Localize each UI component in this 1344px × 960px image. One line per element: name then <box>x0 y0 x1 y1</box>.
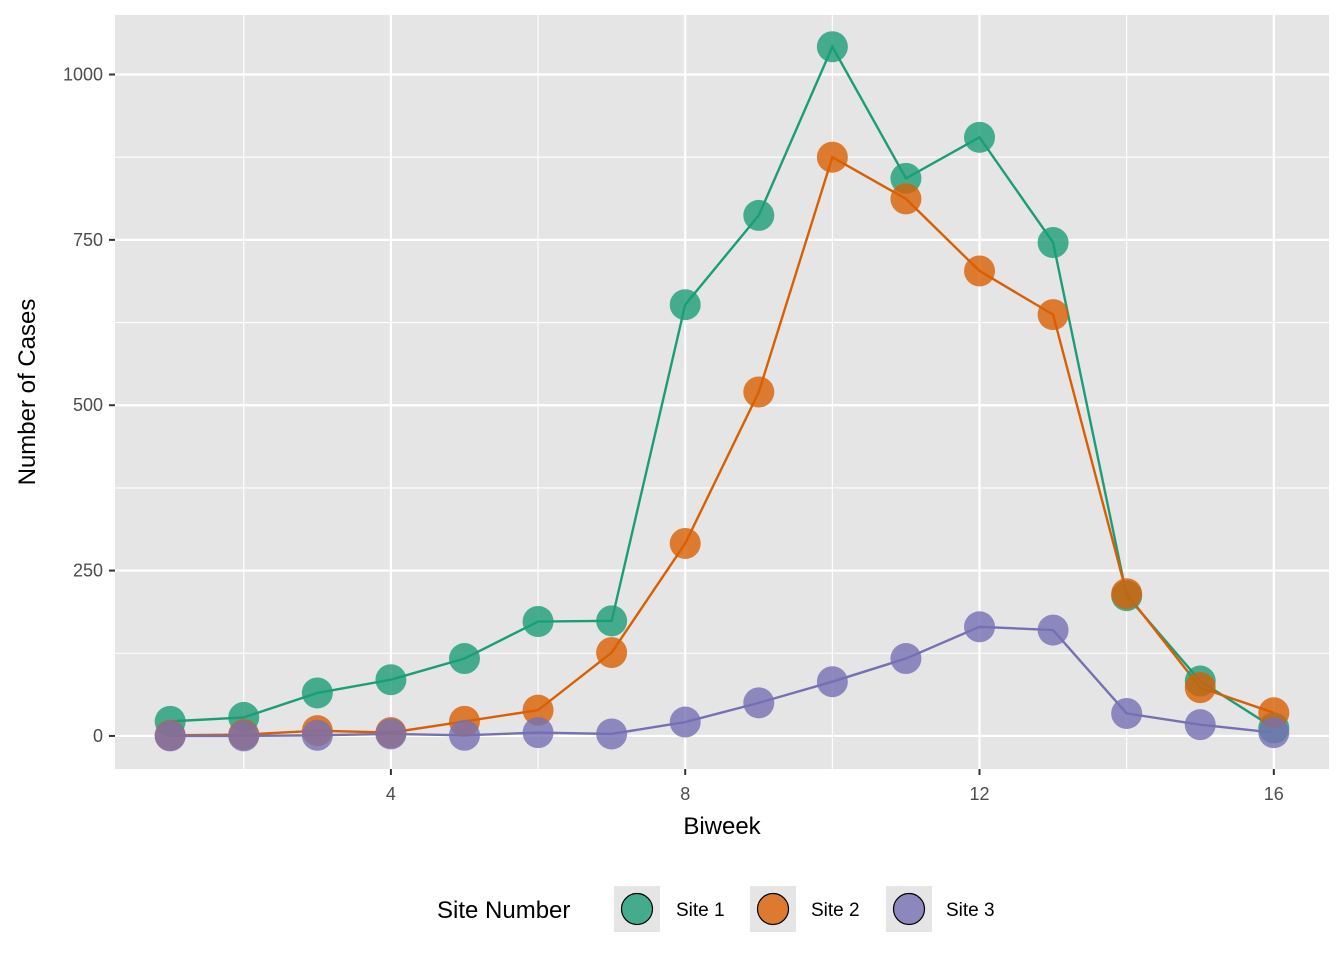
y-tick-label: 250 <box>73 561 103 581</box>
data-point-site-3 <box>522 717 554 749</box>
data-point-site-2 <box>890 183 922 215</box>
legend-key-site-2 <box>756 892 790 926</box>
data-point-site-3 <box>1258 717 1290 749</box>
data-point-site-3 <box>448 719 480 751</box>
data-point-site-2 <box>596 637 628 669</box>
data-point-site-3 <box>816 666 848 698</box>
legend: Site Number Site 1 Site 2 Site 3 <box>437 886 995 932</box>
data-point-site-3 <box>743 687 775 719</box>
legend-item-site-3: Site 3 <box>886 886 995 932</box>
data-point-site-1 <box>669 289 701 321</box>
x-axis: 4 8 12 16 <box>386 769 1284 804</box>
data-point-site-3 <box>1184 709 1216 741</box>
data-point-site-1 <box>301 677 333 709</box>
series-line-site-1 <box>170 44 1275 730</box>
y-tick-label: 1000 <box>63 65 103 85</box>
data-point-site-1 <box>375 664 407 696</box>
legend-title: Site Number <box>437 897 570 924</box>
minor-gridlines <box>115 15 1329 769</box>
legend-key-site-1 <box>620 892 654 926</box>
data-point-site-1 <box>448 643 480 675</box>
data-point-site-1 <box>743 199 775 231</box>
y-tick-label: 500 <box>73 395 103 415</box>
x-tick-label: 16 <box>1264 784 1284 804</box>
data-point-site-3 <box>890 643 922 675</box>
data-point-site-1 <box>816 31 848 63</box>
x-tick-label: 4 <box>386 784 396 804</box>
data-point-site-3 <box>964 611 996 643</box>
legend-item-site-1: Site 1 <box>614 886 725 932</box>
data-point-site-1 <box>964 121 996 153</box>
data-point-site-3 <box>228 720 260 752</box>
data-point-site-2 <box>522 694 554 726</box>
x-tick-label: 12 <box>969 784 989 804</box>
x-tick-label: 8 <box>680 784 690 804</box>
data-point-site-2 <box>669 527 701 559</box>
y-tick-label: 0 <box>93 726 103 746</box>
legend-label-site-3: Site 3 <box>946 900 995 921</box>
data-point-site-3 <box>596 718 628 750</box>
plot-panel <box>115 15 1329 769</box>
y-tick-label: 750 <box>73 230 103 250</box>
data-point-site-1 <box>1037 227 1069 259</box>
series-line-site-3 <box>170 625 1274 738</box>
data-point-site-2 <box>1111 578 1143 610</box>
data-point-site-2 <box>816 141 848 173</box>
data-point-site-3 <box>154 720 186 752</box>
series-points <box>154 31 1290 752</box>
data-point-site-3 <box>375 718 407 750</box>
legend-key-site-3 <box>892 892 926 926</box>
legend-label-site-2: Site 2 <box>811 900 860 921</box>
x-axis-title: Biweek <box>683 813 761 840</box>
data-point-site-2 <box>1184 672 1216 704</box>
series-line-site-2 <box>170 155 1275 737</box>
data-point-site-1 <box>596 605 628 637</box>
data-point-site-2 <box>743 376 775 408</box>
data-point-site-3 <box>1037 614 1069 646</box>
legend-item-site-2: Site 2 <box>750 886 860 932</box>
y-axis-title: Number of Cases <box>14 299 41 486</box>
data-point-site-2 <box>1037 299 1069 331</box>
data-point-site-3 <box>301 719 333 751</box>
legend-label-site-1: Site 1 <box>676 900 725 921</box>
data-point-site-2 <box>964 255 996 287</box>
data-point-site-3 <box>669 706 701 738</box>
series-lines <box>170 44 1275 738</box>
data-point-site-1 <box>522 606 554 638</box>
y-axis: 0 250 500 750 1000 <box>63 65 115 746</box>
data-point-site-3 <box>1111 697 1143 729</box>
